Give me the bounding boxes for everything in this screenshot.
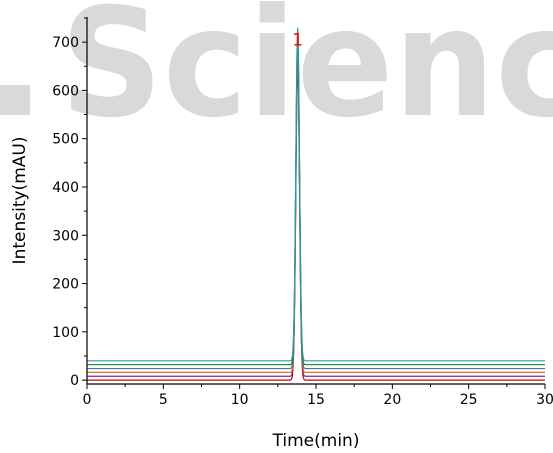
x-tick-label: 5 (159, 392, 168, 408)
series-line-2 (87, 57, 545, 377)
y-tick-label: 300 (52, 228, 79, 244)
x-tick-label: 0 (83, 392, 92, 408)
y-tick-label: 500 (52, 132, 79, 148)
y-tick-label: 700 (52, 35, 79, 51)
x-tick-label: 15 (307, 392, 325, 408)
series-layer (87, 27, 545, 381)
annotations: 1 (292, 31, 303, 51)
x-tick-label: 10 (231, 392, 249, 408)
x-axis-title: Time(min) (272, 431, 360, 451)
y-tick-label: 0 (70, 373, 79, 389)
peak-label: 1 (292, 31, 303, 51)
watermark-text: Scienc (60, 0, 553, 151)
y-tick-label: 600 (52, 83, 79, 99)
y-tick-label: 100 (52, 325, 79, 341)
x-tick-label: 25 (460, 392, 478, 408)
series-line-3 (87, 48, 545, 374)
y-tick-label: 200 (52, 277, 79, 293)
series-line-5 (87, 36, 545, 366)
y-tick-label: 400 (52, 180, 79, 196)
series-line-1 (87, 66, 545, 381)
x-tick-label: 20 (383, 392, 401, 408)
x-tick-label: 30 (536, 392, 553, 408)
series-line-6 (87, 27, 545, 362)
watermark: Scienc (0, 0, 553, 151)
axes: 0 5 10 15 20 25 300100200300400500600700Time(m… (10, 17, 553, 451)
watermark-block (0, 85, 30, 115)
series-line-4 (87, 42, 545, 370)
y-axis-title: Intensity(mAU) (10, 137, 30, 265)
